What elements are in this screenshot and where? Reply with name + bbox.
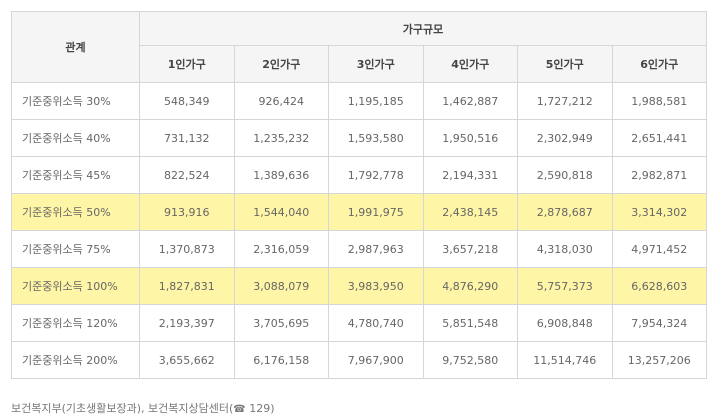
table-cell: 7,967,900 [328,341,424,379]
table-row: 기준중위소득 30% 548,349 926,424 1,195,185 1,462,8… [11,82,707,120]
column-header: 3인가구 [328,45,424,83]
table-body: 기준중위소득 30% 548,349 926,424 1,195,185 1,462,8… [11,82,707,379]
household-size-header: 가구규모 [139,11,707,46]
table-cell: 2,302,949 [517,119,613,157]
table-cell: 2,651,441 [611,119,707,157]
table-cell: 1,195,185 [328,82,424,120]
table-row: 기준중위소득 200% 3,655,662 6,176,158 7,967,900 9,… [11,341,707,379]
table-cell: 1,988,581 [611,82,707,120]
table-cell: 2,316,059 [233,230,329,268]
row-label: 기준중위소득 100% [11,267,140,305]
table-cell: 1,389,636 [233,156,329,194]
table-cell: 1,950,516 [422,119,518,157]
table-cell: 926,424 [233,82,329,120]
table-row: 기준중위소득 50% 913,916 1,544,040 1,991,975 2,438… [11,193,707,231]
row-label: 기준중위소득 45% [11,156,140,194]
column-header: 1인가구 [139,45,235,83]
table-cell: 1,727,212 [517,82,613,120]
table-cell: 6,176,158 [233,341,329,379]
table-cell: 3,705,695 [233,304,329,342]
table-cell: 1,792,778 [328,156,424,194]
table-cell: 2,878,687 [517,193,613,231]
table-cell: 731,132 [139,119,235,157]
table-cell: 913,916 [139,193,235,231]
table-row: 기준중위소득 120% 2,193,397 3,705,695 4,780,740 5,… [11,304,707,342]
table-cell: 4,876,290 [422,267,518,305]
source-note: 보건복지부(기초생활보장과), 보건복지상담센터(☎ 129) [11,400,275,416]
table-cell: 7,954,324 [611,304,707,342]
source-phone: 129) [245,402,275,415]
table-cell: 3,655,662 [139,341,235,379]
table-cell: 2,194,331 [422,156,518,194]
table-row: 기준중위소득 75% 1,370,873 2,316,059 2,987,963 3,6… [11,230,707,268]
column-header: 2인가구 [233,45,329,83]
column-header: 6인가구 [611,45,707,83]
row-label: 기준중위소득 30% [11,82,140,120]
corner-header: 관계 [11,11,140,83]
table-cell: 2,982,871 [611,156,707,194]
table-cell: 4,780,740 [328,304,424,342]
table-cell: 1,544,040 [233,193,329,231]
row-label: 기준중위소득 75% [11,230,140,268]
table-cell: 3,088,079 [233,267,329,305]
table-cell: 2,438,145 [422,193,518,231]
phone-icon: ☎ [233,404,246,415]
row-label: 기준중위소득 200% [11,341,140,379]
table-cell: 6,908,848 [517,304,613,342]
row-label: 기준중위소득 120% [11,304,140,342]
table-cell: 3,314,302 [611,193,707,231]
table-cell: 6,628,603 [611,267,707,305]
table-cell: 11,514,746 [517,341,613,379]
table-cell: 4,318,030 [517,230,613,268]
table-cell: 1,827,831 [139,267,235,305]
table-cell: 3,657,218 [422,230,518,268]
table-cell: 5,851,548 [422,304,518,342]
row-label: 기준중위소득 50% [11,193,140,231]
table-row: 기준중위소득 45% 822,524 1,389,636 1,792,778 2,194… [11,156,707,194]
column-header-row: 1인가구 2인가구 3인가구 4인가구 5인가구 6인가구 [12,45,707,83]
table-cell: 3,983,950 [328,267,424,305]
table-cell: 1,991,975 [328,193,424,231]
column-header: 4인가구 [422,45,518,83]
table-row: 기준중위소득 100% 1,827,831 3,088,079 3,983,950 4,… [11,267,707,305]
table-cell: 1,235,232 [233,119,329,157]
table-cell: 9,752,580 [422,341,518,379]
table-cell: 13,257,206 [611,341,707,379]
table-cell: 2,590,818 [517,156,613,194]
table-cell: 2,987,963 [328,230,424,268]
income-table: 관계 가구규모 1인가구 2인가구 3인가구 4인가구 5인가구 6인가구 기준중위소득 … [11,11,707,379]
table-cell: 5,757,373 [517,267,613,305]
table-cell: 822,524 [139,156,235,194]
table-cell: 1,462,887 [422,82,518,120]
table-cell: 2,193,397 [139,304,235,342]
table-cell: 1,593,580 [328,119,424,157]
table-cell: 1,370,873 [139,230,235,268]
row-label: 기준중위소득 40% [11,119,140,157]
source-text: 보건복지부(기초생활보장과), 보건복지상담센터( [11,402,234,415]
table-row: 기준중위소득 40% 731,132 1,235,232 1,593,580 1,950… [11,119,707,157]
table-cell: 548,349 [139,82,235,120]
table-cell: 4,971,452 [611,230,707,268]
column-header: 5인가구 [517,45,613,83]
